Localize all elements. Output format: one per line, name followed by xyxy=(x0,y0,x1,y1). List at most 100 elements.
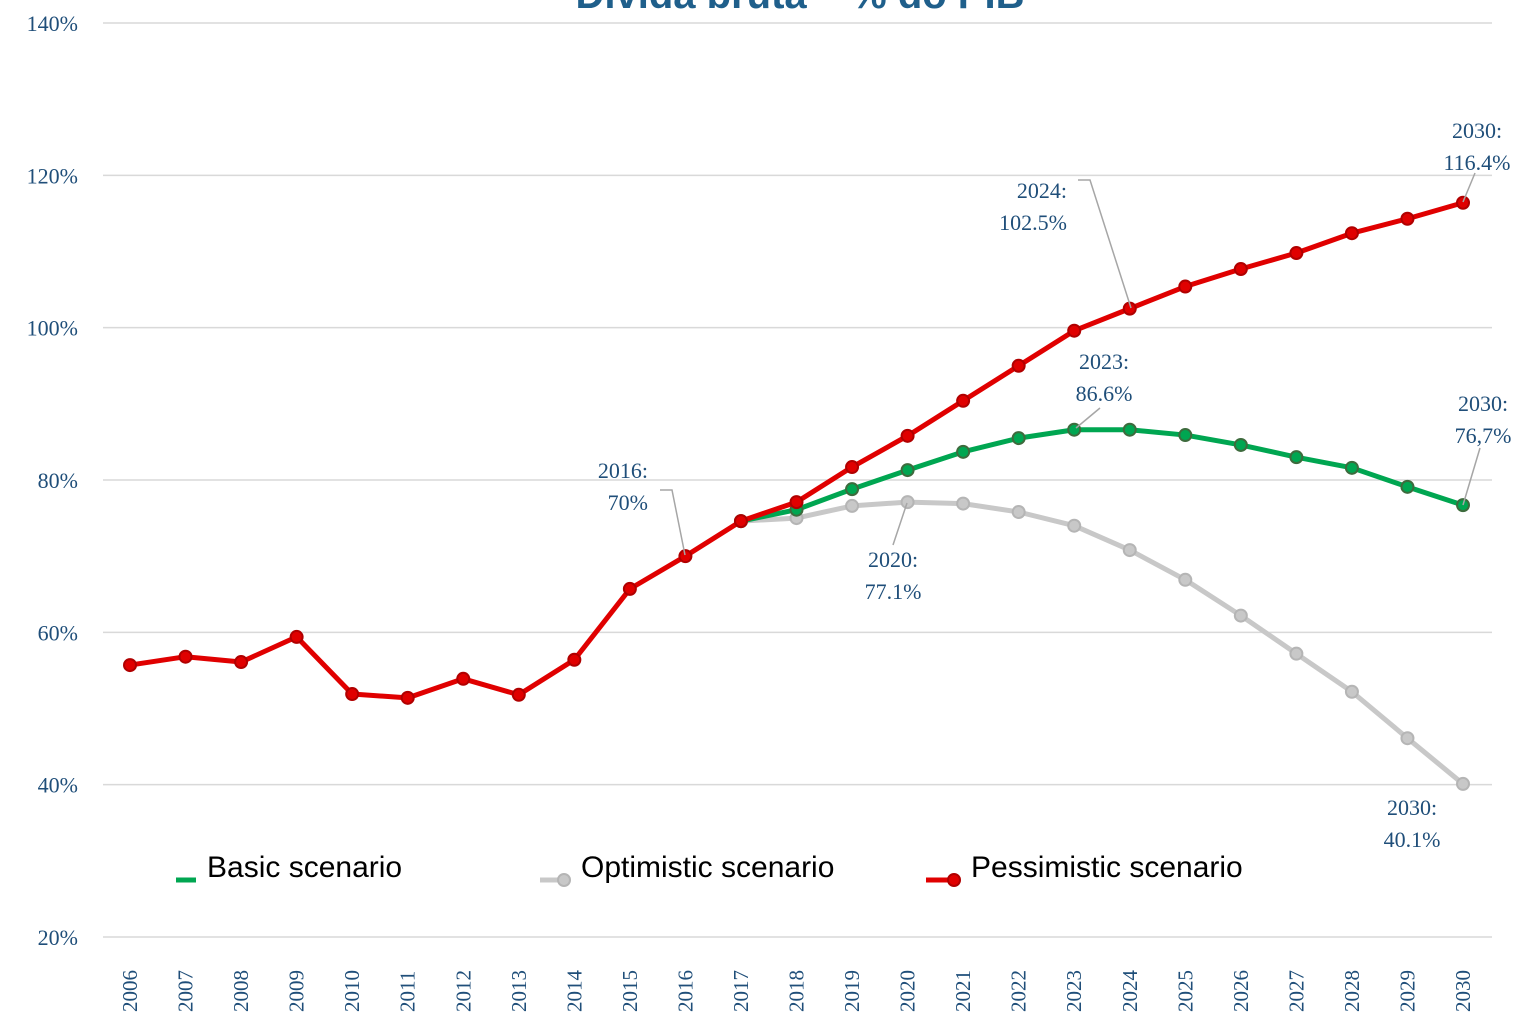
point xyxy=(678,549,693,564)
point xyxy=(1344,460,1359,475)
annotation-leader xyxy=(1462,172,1476,203)
x-tick-label: 2007 xyxy=(174,970,198,1012)
point xyxy=(1178,428,1193,443)
annotation: 70% xyxy=(608,490,648,515)
point xyxy=(1011,358,1026,373)
x-tick-label: 2010 xyxy=(340,970,364,1012)
point xyxy=(1011,431,1026,446)
point xyxy=(567,652,582,667)
annotation-leader xyxy=(892,502,908,546)
point xyxy=(845,460,860,475)
point xyxy=(1289,246,1304,261)
point xyxy=(900,463,915,478)
point xyxy=(1400,211,1415,226)
x-tick-label: 2015 xyxy=(618,970,642,1012)
annotation: 2024: xyxy=(1017,178,1067,203)
x-tick-label: 2021 xyxy=(951,970,975,1012)
point xyxy=(1233,262,1248,277)
point xyxy=(845,482,860,497)
annotation-leader xyxy=(660,489,686,556)
point xyxy=(400,690,415,705)
annotation-leader xyxy=(1462,447,1481,506)
point xyxy=(622,581,637,596)
point xyxy=(1344,684,1359,699)
point xyxy=(1344,226,1359,241)
point xyxy=(1456,498,1470,513)
point xyxy=(1067,323,1082,338)
legend-label: Basic scenario xyxy=(207,851,402,884)
annotation: 2020: xyxy=(868,547,918,572)
x-tick-label: 2025 xyxy=(1173,970,1197,1012)
legend-label: Pessimistic scenario xyxy=(971,851,1243,884)
point xyxy=(1122,543,1137,558)
x-tick-label: 2014 xyxy=(562,970,586,1013)
x-tick-label: 2024 xyxy=(1118,970,1142,1013)
point xyxy=(900,428,915,443)
x-tick-label: 2019 xyxy=(840,970,864,1012)
annotation: 86.6% xyxy=(1076,381,1133,406)
point xyxy=(956,393,971,408)
x-tick-label: 2027 xyxy=(1284,970,1308,1012)
legend-marker xyxy=(557,873,571,887)
point xyxy=(289,629,304,644)
x-tick-label: 2006 xyxy=(118,970,142,1012)
point xyxy=(1067,518,1082,533)
y-tick-label: 40% xyxy=(38,773,78,798)
annotation: 2030: xyxy=(1387,795,1437,820)
x-tick-label: 2008 xyxy=(229,970,253,1012)
y-tick-label: 120% xyxy=(27,163,78,188)
point xyxy=(234,655,249,670)
annotation: 40.1% xyxy=(1384,827,1441,852)
point xyxy=(511,687,526,702)
x-tick-label: 2018 xyxy=(785,970,809,1012)
point xyxy=(1122,422,1137,437)
x-tick-label: 2009 xyxy=(285,970,309,1012)
point xyxy=(178,649,193,664)
annotation: 2030: xyxy=(1458,391,1508,416)
annotation-leader xyxy=(1078,179,1132,309)
point xyxy=(900,495,915,510)
point xyxy=(956,496,971,511)
x-tick-label: 2017 xyxy=(729,970,753,1012)
x-tick-label: 2028 xyxy=(1340,970,1364,1012)
point xyxy=(1233,437,1248,452)
x-tick-label: 2030 xyxy=(1451,970,1475,1012)
point xyxy=(123,658,137,673)
annotation: 2030: xyxy=(1452,118,1502,143)
series-line xyxy=(740,499,1465,786)
point xyxy=(1400,479,1415,494)
point xyxy=(1233,608,1248,623)
annotation: 2023: xyxy=(1079,349,1129,374)
point xyxy=(733,514,748,529)
y-tick-label: 140% xyxy=(27,11,78,36)
annotation: 116.4% xyxy=(1443,150,1510,175)
x-tick-label: 2011 xyxy=(396,971,420,1012)
point xyxy=(956,444,971,459)
annotation: 2016: xyxy=(598,458,648,483)
legend-label: Optimistic scenario xyxy=(581,851,834,884)
y-tick-label: 80% xyxy=(38,468,78,493)
y-tick-label: 20% xyxy=(38,925,78,950)
x-tick-label: 2020 xyxy=(896,970,920,1012)
point xyxy=(845,498,860,513)
chart-title: Dívida bruta – % do PIB xyxy=(576,0,1025,17)
point xyxy=(1456,195,1470,210)
x-tick-label: 2022 xyxy=(1007,970,1031,1012)
annotation: 76,7% xyxy=(1455,423,1512,448)
x-tick-label: 2013 xyxy=(507,970,531,1012)
x-tick-label: 2012 xyxy=(451,970,475,1012)
point xyxy=(1011,504,1026,519)
point xyxy=(1289,450,1304,465)
series-line xyxy=(740,427,1464,524)
x-tick-label: 2029 xyxy=(1395,970,1419,1012)
point xyxy=(1178,279,1193,294)
annotation: 77.1% xyxy=(865,579,922,604)
legend-marker xyxy=(947,873,961,887)
x-tick-label: 2023 xyxy=(1062,970,1086,1012)
point xyxy=(456,671,471,686)
point xyxy=(789,495,804,510)
point xyxy=(1289,646,1304,661)
point xyxy=(1178,572,1193,587)
x-tick-label: 2016 xyxy=(673,970,697,1012)
